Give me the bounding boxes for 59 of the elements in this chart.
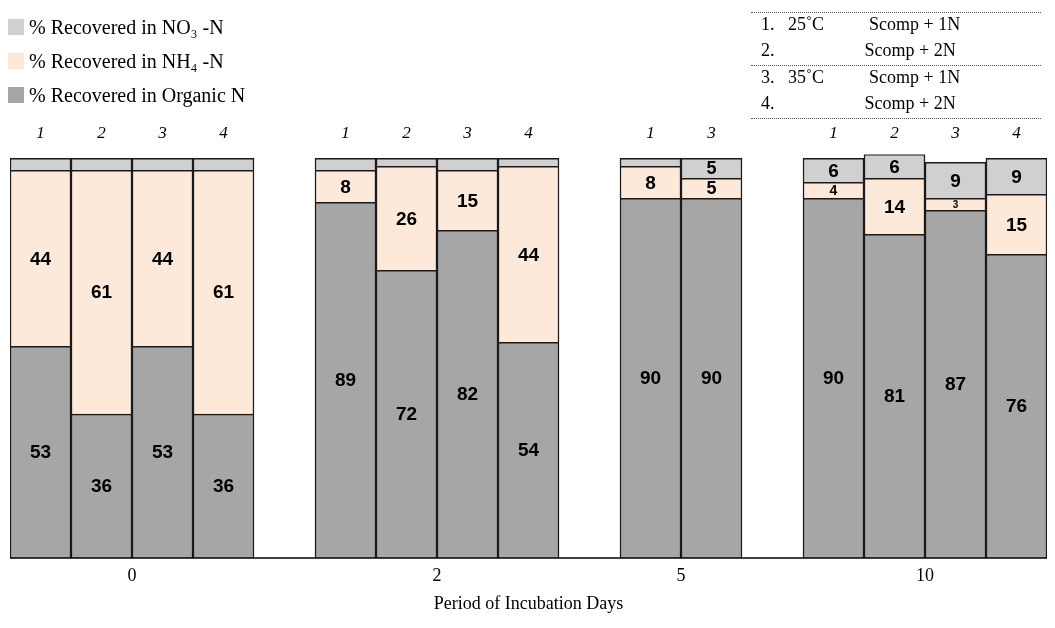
data-label: 4 [829,182,838,199]
x-tick-label: 2 [402,122,412,142]
x-tick-label: 3 [462,122,472,142]
data-label: 90 [639,367,662,389]
data-label: 72 [395,403,418,425]
data-label: 8 [645,171,656,193]
data-label: 87 [944,373,967,395]
x-tick-label: 4 [524,122,534,142]
text: 1. 25˚C Scomp + 1N [760,13,962,36]
x-tick-label: 3 [706,122,716,142]
data-label: 89 [334,369,357,391]
text: 10 [916,564,934,585]
data-label: 5 [706,158,717,179]
x-tick-label: 1 [36,122,45,142]
data-label: 44 [151,247,174,269]
text: 2. Scomp + 2N [751,39,1041,66]
data-label: 15 [1005,213,1028,235]
x-tick-label: 1 [646,122,655,142]
text: 2 [432,564,442,585]
x-tick-label: 2 [97,122,107,142]
x-tick-label: 1 [829,122,838,142]
data-label: 26 [395,207,418,229]
data-label: 76 [1005,395,1028,417]
data-label: 3 [952,199,959,211]
data-label: 6 [889,155,900,177]
legend-label: % Recovered in NH₄ -N [29,49,224,73]
data-label: 36 [212,475,235,497]
data-label: 14 [883,195,906,217]
data-label: 82 [456,383,479,405]
data-label: 36 [90,475,113,497]
data-label: 81 [883,385,906,407]
legend-label: % Recovered in NO₃ -N [29,15,224,39]
data-label: 44 [517,243,540,265]
text: 0 [127,564,137,585]
data-label: 6 [828,159,839,181]
x-tick-label: 4 [219,122,229,142]
legend-label: % Recovered in Organic N [29,83,246,107]
text: 4. Scomp + 2N [751,92,1041,119]
data-label: 53 [29,441,52,463]
data-label: 5 [706,178,717,199]
x-tick-label: 4 [1012,122,1022,142]
data-label: 8 [340,175,351,197]
data-label: 9 [950,169,961,191]
x-tick-label: 1 [341,122,350,142]
text: 3. 35˚C Scomp + 1N [760,66,962,89]
data-label: 61 [212,281,235,303]
data-label: 61 [90,281,113,303]
x-axis-title: Period of Incubation Days [433,592,624,613]
x-tick-label: 2 [890,122,900,142]
data-label: 44 [29,247,52,269]
data-label: 53 [151,441,174,463]
data-label: 54 [517,439,540,461]
data-label: 15 [456,189,479,211]
x-tick-label: 3 [950,122,960,142]
data-label: 9 [1011,165,1022,187]
text: 5 [676,564,686,585]
x-tick-label: 3 [157,122,167,142]
data-label: 90 [700,367,723,389]
data-label: 90 [822,367,845,389]
